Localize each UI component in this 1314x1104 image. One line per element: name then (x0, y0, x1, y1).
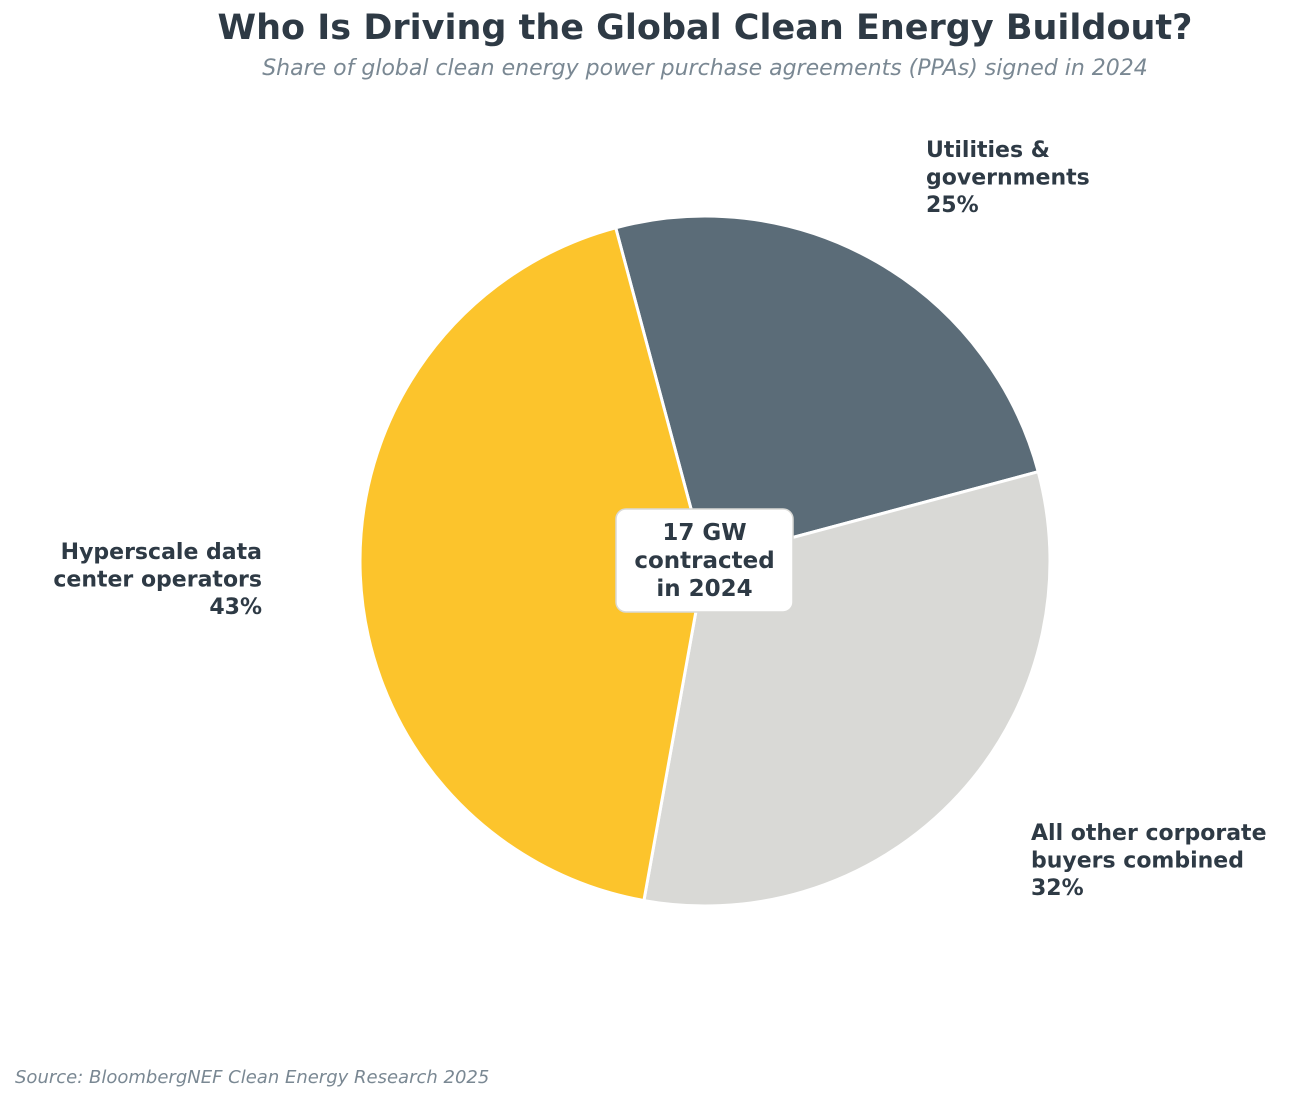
slice-labels: Utilities & governments 25% All other corpo… (53, 138, 1266, 901)
slice-name-line: center operators (53, 568, 262, 593)
center-label-box (615, 508, 794, 613)
slice-value-label: 43% (209, 595, 262, 620)
slice-name-line: All other corporate (1031, 821, 1267, 846)
source-note: Source: BloombergNEF Clean Energy Resear… (15, 1067, 490, 1088)
slice-value-label: 32% (1031, 876, 1084, 901)
slice-label-3: Hyperscale data center operators 43% (53, 540, 262, 620)
slice-name-line: buyers combined (1031, 849, 1244, 874)
slice-name-line: governments (926, 166, 1090, 191)
chart-title: Who Is Driving the Global Clean Energy B… (217, 8, 1193, 48)
slice-value-label: 25% (926, 193, 979, 218)
slice-name-line: Hyperscale data (61, 540, 262, 565)
pie-slice-3 (358, 226, 707, 903)
center-label-line-3: in 2024 (656, 576, 752, 602)
pie-slices (358, 214, 1052, 908)
slice-label-2: All other corporate buyers combined 32% (1031, 821, 1267, 901)
slice-label-1: Utilities & governments 25% (926, 138, 1090, 218)
pie-slice-1 (614, 214, 1040, 563)
chart-subtitle: Share of global clean energy power purch… (262, 56, 1148, 81)
slice-name-line: Utilities & (926, 138, 1050, 163)
center-label-line-1: 17 GW (662, 520, 746, 546)
center-label-line-2: contracted (634, 548, 774, 574)
center-label: 17 GW contracted in 2024 (615, 508, 794, 613)
